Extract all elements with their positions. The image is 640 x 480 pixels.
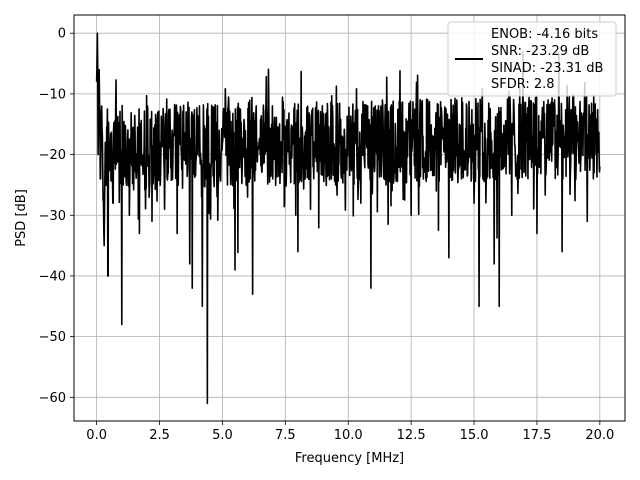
y-tick-label: 0 <box>58 27 66 42</box>
y-tick-label: −20 <box>39 148 66 163</box>
legend-entry-sfdr: SFDR: 2.8 <box>491 77 555 92</box>
x-tick-label: 0.0 <box>86 428 107 443</box>
y-tick-label: −10 <box>39 87 66 102</box>
x-tick-label: 20.0 <box>585 428 614 443</box>
x-tick-label: 15.0 <box>460 428 489 443</box>
tick-marks: 0.0 2.5 5.0 7.5 10.0 12.5 15.0 17.5 20.0 0 −10 −20 −… <box>39 27 615 443</box>
x-tick-label: 10.0 <box>334 428 363 443</box>
legend-entry-enob: ENOB: -4.16 bits <box>491 27 598 42</box>
axes-frame <box>73 14 626 422</box>
legend: ENOB: -4.16 bits SNR: -23.29 dB SINAD: -… <box>447 21 617 97</box>
axes <box>73 14 626 422</box>
x-axis-label: Frequency [MHz] <box>295 451 404 466</box>
y-tick-label: −30 <box>39 209 66 224</box>
legend-entry-snr: SNR: -23.29 dB <box>491 44 589 59</box>
x-tick-label: 5.0 <box>212 428 233 443</box>
x-tick-label: 7.5 <box>275 428 296 443</box>
plot-area <box>95 32 601 405</box>
y-tick-label: −40 <box>39 269 66 284</box>
y-axis-label: PSD [dB] <box>14 189 29 247</box>
x-tick-label: 17.5 <box>522 428 551 443</box>
legend-box <box>447 21 617 97</box>
psd-series-line <box>95 32 601 405</box>
x-tick-label: 2.5 <box>149 428 170 443</box>
y-tick-label: −60 <box>39 391 66 406</box>
y-tick-label: −50 <box>39 330 66 345</box>
x-tick-label: 12.5 <box>397 428 426 443</box>
legend-entry-sinad: SINAD: -23.31 dB <box>491 61 603 76</box>
